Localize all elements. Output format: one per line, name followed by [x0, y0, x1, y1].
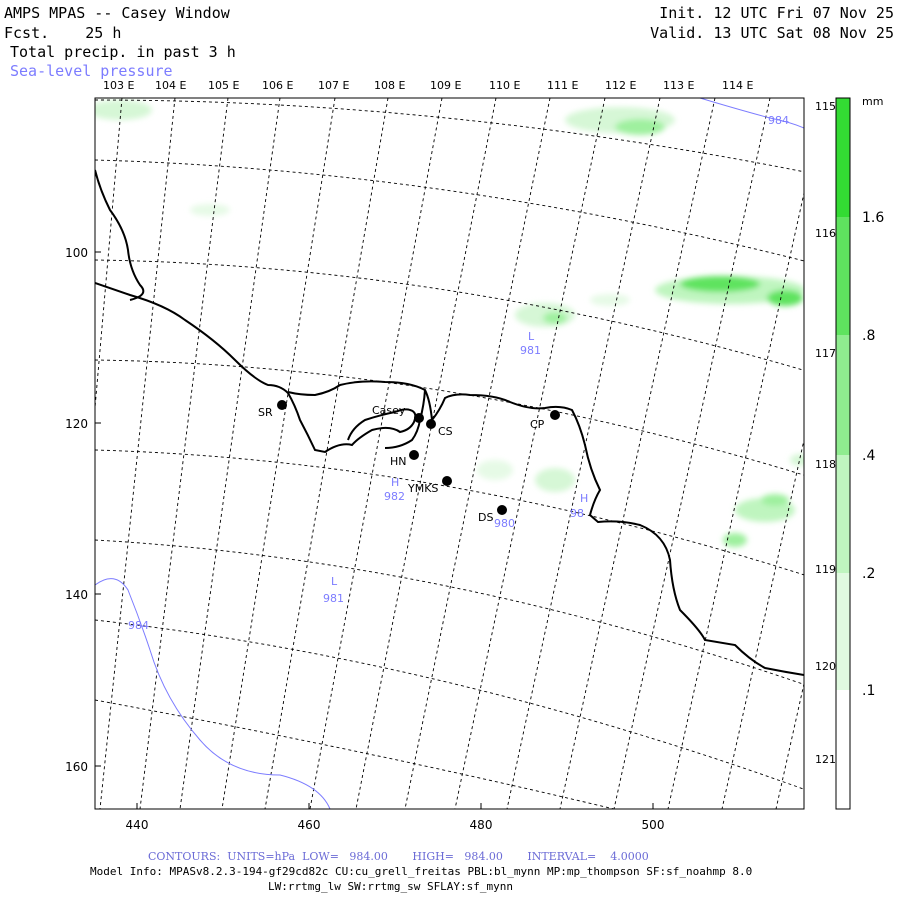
- y-tick-label: 120: [65, 417, 88, 431]
- x-tick-label: 500: [642, 818, 665, 832]
- station-dot-hn: [409, 450, 419, 460]
- y-tick-label: 100: [65, 246, 88, 260]
- colorbar-label: .2: [862, 566, 875, 582]
- lon-label: 112 E: [605, 79, 636, 92]
- coastline: [95, 169, 804, 676]
- station-label-cs: CS: [438, 425, 453, 438]
- init-time: Init. 12 UTC Fri 07 Nov 25: [659, 4, 894, 22]
- precip-area: [190, 204, 230, 216]
- pressure-label: 981: [323, 592, 344, 605]
- lon-label: 107 E: [318, 79, 349, 92]
- x-tick-label: 460: [298, 818, 321, 832]
- station-dot-casey: [414, 413, 424, 423]
- overlay-name: Sea-level pressure: [10, 62, 173, 80]
- station-markers: SR Casey CS HN YMKS DS CP: [258, 400, 560, 524]
- map-panel: [94, 97, 805, 810]
- x-tick-label: 440: [126, 818, 149, 832]
- lon-label: 114 E: [722, 79, 753, 92]
- pressure-high-marker: H: [580, 492, 588, 505]
- latitude-lines: [95, 99, 804, 809]
- precip-area: [535, 468, 575, 492]
- y-tick-label: 160: [65, 760, 88, 774]
- station-label-casey: Casey: [372, 404, 406, 417]
- station-label-ymks: YMKS: [407, 482, 438, 495]
- station-label-hn: HN: [390, 455, 407, 468]
- precip-area: [543, 312, 567, 324]
- lon-label: 110 E: [489, 79, 520, 92]
- model-info: Model Info: MPASv8.2.3-194-gf29cd82c CU:…: [90, 865, 753, 878]
- precip-areas: [95, 100, 804, 547]
- pressure-label: 98: [570, 507, 584, 520]
- y-axis: 100 120 140 160: [65, 246, 101, 774]
- lon-label: 113 E: [663, 79, 694, 92]
- model-info-line2: LW:rrtmg_lw SW:rrtmg_sw SFLAY:sf_mynn: [268, 880, 514, 893]
- colorbar-segment: [836, 455, 850, 573]
- lon-label: 105 E: [208, 79, 239, 92]
- colorbar-segment: [836, 335, 850, 455]
- map-title: AMPS MPAS -- Casey Window: [4, 4, 230, 22]
- precip-area: [723, 533, 747, 547]
- pressure-label: 982: [384, 490, 405, 503]
- lon-label: 109 E: [430, 79, 461, 92]
- y-tick-label: 140: [65, 588, 88, 602]
- lon-label: 103 E: [103, 79, 134, 92]
- precip-area: [767, 290, 803, 306]
- pressure-contours: [95, 98, 804, 809]
- colorbar-label: .8: [862, 328, 875, 344]
- station-label-ds: DS: [478, 511, 493, 524]
- station-label-cp: CP: [530, 418, 545, 431]
- precip-area: [590, 294, 630, 306]
- station-dot-ymks: [442, 476, 452, 486]
- pressure-label: H: [391, 476, 399, 489]
- lon-label: 111 E: [547, 79, 578, 92]
- colorbar-segment: [836, 217, 850, 335]
- longitude-lines: [95, 98, 804, 809]
- lon-label: 106 E: [262, 79, 293, 92]
- colorbar-segment: [836, 690, 850, 809]
- contour-info: CONTOURS: UNITS=hPa LOW= 984.00 HIGH= 98…: [148, 850, 649, 863]
- longitude-labels-top: 103 E 104 E 105 E 106 E 107 E 108 E 109 …: [103, 79, 753, 92]
- pressure-label: L: [331, 575, 338, 588]
- colorbar-label: .4: [862, 448, 875, 464]
- pressure-label: 981: [520, 344, 541, 357]
- x-tick-label: 480: [470, 818, 493, 832]
- pressure-label: 980: [494, 517, 515, 530]
- colorbar-segment: [836, 573, 850, 690]
- x-axis: 440 460 480 500: [126, 803, 665, 832]
- forecast-hour: Fcst. 25 h: [4, 24, 122, 42]
- pressure-label: 984: [768, 114, 789, 127]
- station-dot-sr: [277, 400, 287, 410]
- station-dot-ds: [497, 505, 507, 515]
- colorbar-label: 1.6: [862, 210, 884, 226]
- valid-time: Valid. 13 UTC Sat 08 Nov 25: [650, 24, 894, 42]
- colorbar: mm 1.6 .8 .4 .2 .1: [835, 95, 884, 810]
- station-dot-cp: [550, 410, 560, 420]
- precip-area: [680, 276, 760, 292]
- precip-area: [790, 454, 804, 466]
- station-dot-cs: [426, 419, 436, 429]
- station-label-sr: SR: [258, 406, 273, 419]
- precip-area: [615, 119, 665, 135]
- lon-label: 104 E: [155, 79, 186, 92]
- lon-label: 108 E: [374, 79, 405, 92]
- precip-area: [761, 494, 789, 506]
- colorbar-segment: [836, 98, 850, 217]
- pressure-label: 984: [128, 619, 149, 632]
- pressure-label: L: [528, 330, 535, 343]
- field-name: Total precip. in past 3 h: [10, 43, 236, 61]
- precip-area: [477, 460, 513, 480]
- pressure-labels: 984 L 981 H 982 980 98 L 981 984: [128, 114, 789, 632]
- colorbar-label: .1: [862, 683, 875, 699]
- colorbar-unit: mm: [862, 95, 883, 108]
- precip-area: [95, 100, 152, 120]
